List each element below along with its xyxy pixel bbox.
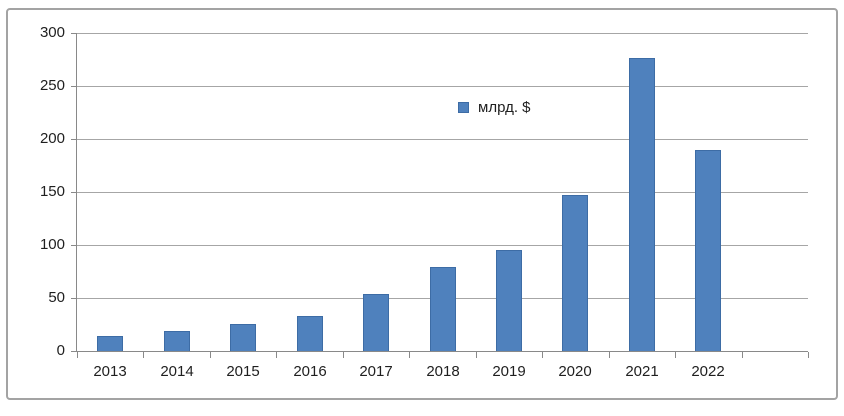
x-axis-tick [808, 352, 809, 358]
x-tick-label: 2017 [359, 363, 393, 380]
y-axis-tick [71, 351, 77, 352]
y-axis-tick [71, 139, 77, 140]
x-axis-tick [476, 352, 477, 358]
bar-2022 [695, 150, 721, 351]
y-axis-tick [71, 245, 77, 246]
y-tick-label: 150 [39, 183, 65, 200]
x-axis-tick [143, 352, 144, 358]
x-axis-tick [742, 352, 743, 358]
x-axis-tick [409, 352, 410, 358]
gridline [77, 139, 808, 140]
y-tick-label: 0 [56, 342, 65, 359]
bar-2019 [496, 250, 522, 351]
bar-2017 [363, 294, 389, 351]
y-axis-tick [71, 86, 77, 87]
x-axis-tick [276, 352, 277, 358]
x-tick-label: 2021 [625, 363, 659, 380]
x-axis-tick [542, 352, 543, 358]
legend: млрд. $ [458, 99, 531, 116]
bar-2016 [297, 316, 323, 351]
x-axis-tick [675, 352, 676, 358]
x-tick-label: 2014 [160, 363, 194, 380]
y-axis-tick [71, 33, 77, 34]
bar-2020 [562, 195, 588, 351]
bar-2018 [430, 267, 456, 351]
x-tick-label: 2016 [293, 363, 327, 380]
x-tick-label: 2019 [492, 363, 526, 380]
gridline [77, 245, 808, 246]
y-tick-label: 50 [48, 289, 65, 306]
bar-2021 [629, 58, 655, 351]
x-axis-tick [343, 352, 344, 358]
y-axis-tick [71, 192, 77, 193]
legend-label: млрд. $ [478, 99, 531, 116]
y-tick-label: 250 [39, 77, 65, 94]
bar-2013 [97, 336, 123, 351]
x-axis-tick [609, 352, 610, 358]
y-tick-label: 300 [39, 24, 65, 41]
gridline [77, 33, 808, 34]
legend-marker-icon [458, 102, 469, 113]
x-tick-label: 2013 [93, 363, 127, 380]
x-tick-label: 2020 [558, 363, 592, 380]
plot-area: млрд. $ 0 50 100 150 200 250 300 2013 2014 2015 20… [40, 24, 809, 380]
x-axis-tick [77, 352, 78, 358]
bar-2014 [164, 331, 190, 351]
x-tick-label: 2022 [691, 363, 725, 380]
x-tick-label: 2015 [226, 363, 260, 380]
x-tick-label: 2018 [426, 363, 460, 380]
y-tick-label: 100 [39, 236, 65, 253]
gridline [77, 86, 808, 87]
y-tick-label: 200 [39, 130, 65, 147]
y-axis-tick [71, 298, 77, 299]
gridline [77, 192, 808, 193]
x-axis-tick [210, 352, 211, 358]
bar-2015 [230, 324, 256, 351]
